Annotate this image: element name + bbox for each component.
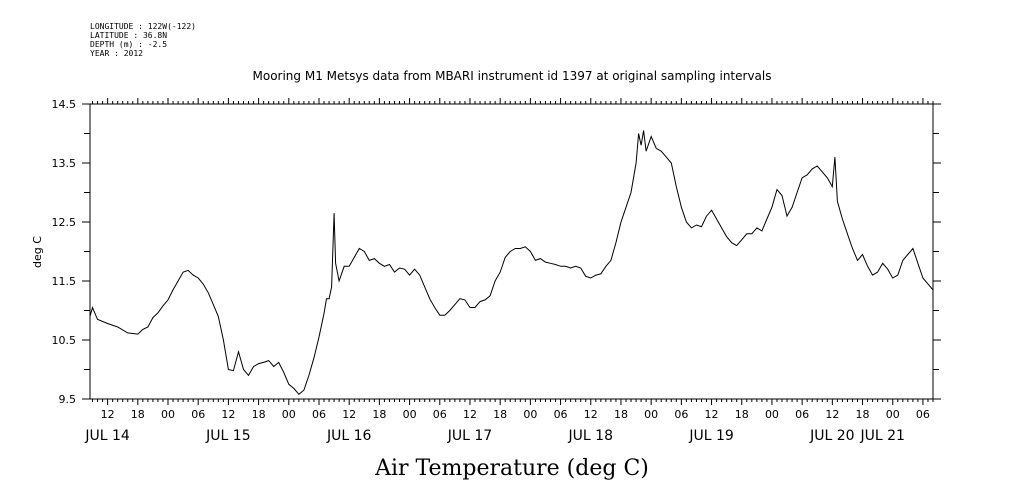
x-hour-label: 06 xyxy=(191,408,205,421)
x-date-label: JUL 16 xyxy=(326,428,372,444)
x-hour-label: 12 xyxy=(584,408,598,421)
y-tick-label: 13.5 xyxy=(52,157,77,170)
x-hour-label: 12 xyxy=(342,408,356,421)
x-hour-label: 06 xyxy=(312,408,326,421)
x-hour-label: 00 xyxy=(403,408,417,421)
x-hour-label: 12 xyxy=(705,408,719,421)
x-hour-label: 06 xyxy=(674,408,688,421)
x-axis-label: Air Temperature (deg C) xyxy=(374,456,649,481)
x-hour-label: 18 xyxy=(372,408,386,421)
metadata-block: LONGITUDE : 122W(-122) LATITUDE : 36.8N … xyxy=(90,22,196,58)
y-tick-label: 12.5 xyxy=(52,216,77,229)
x-hour-label: 00 xyxy=(644,408,658,421)
x-date-label: JUL 17 xyxy=(447,428,492,444)
plot-frame xyxy=(89,103,934,400)
x-date-label: JUL 19 xyxy=(688,428,733,444)
x-hour-label: 12 xyxy=(101,408,115,421)
x-hour-label: 00 xyxy=(523,408,537,421)
x-hour-label: 00 xyxy=(886,408,900,421)
chart-title: Mooring M1 Metsys data from MBARI instru… xyxy=(253,69,772,83)
y-axis-label: deg C xyxy=(31,236,44,268)
x-hour-label: 00 xyxy=(282,408,296,421)
x-date-label: JUL 15 xyxy=(205,428,250,444)
x-hour-label: 06 xyxy=(554,408,568,421)
x-date-label: JUL 14 xyxy=(84,428,130,444)
y-tick-label: 10.5 xyxy=(52,334,77,347)
x-hour-label: 18 xyxy=(131,408,145,421)
x-hour-label: 18 xyxy=(493,408,507,421)
y-tick-label: 9.5 xyxy=(59,393,77,406)
y-tick-label: 14.5 xyxy=(52,98,77,111)
x-date-label: JUL 21 xyxy=(859,428,904,444)
depth-text: DEPTH (m) : -2.5 xyxy=(90,40,168,49)
y-tick-label: 11.5 xyxy=(52,275,77,288)
x-hour-label: 12 xyxy=(221,408,235,421)
x-hour-label: 06 xyxy=(916,408,930,421)
longitude-text: LONGITUDE : 122W(-122) xyxy=(90,22,196,31)
x-hour-label: 00 xyxy=(765,408,779,421)
x-hour-label: 12 xyxy=(463,408,477,421)
x-date-label: JUL 20 xyxy=(809,428,854,444)
x-hour-label: 18 xyxy=(252,408,266,421)
x-date-label: JUL 18 xyxy=(568,428,613,444)
x-hour-label: 12 xyxy=(825,408,839,421)
series-line xyxy=(89,130,934,395)
x-hour-label: 06 xyxy=(795,408,809,421)
x-hour-label: 06 xyxy=(433,408,447,421)
axes-layer: 9.5 10.5 11.5 12.5 13.5 14.5 12 18 00 06 12 18 00 06 1… xyxy=(52,98,941,444)
latitude-text: LATITUDE : 36.8N xyxy=(90,31,168,40)
x-hour-label: 18 xyxy=(614,408,628,421)
x-hour-label: 18 xyxy=(735,408,749,421)
x-hour-label: 00 xyxy=(161,408,175,421)
x-hour-label: 18 xyxy=(856,408,870,421)
year-text: YEAR : 2012 xyxy=(90,49,143,58)
